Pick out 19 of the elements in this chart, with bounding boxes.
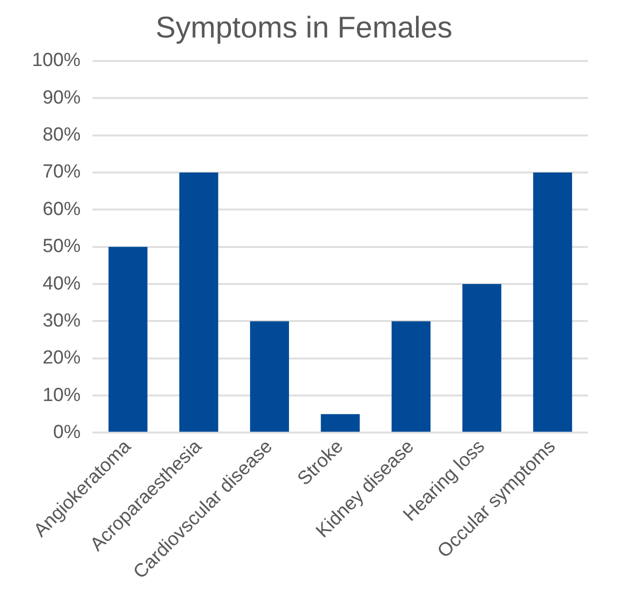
bar	[462, 284, 502, 432]
y-tick-label: 60%	[42, 198, 81, 220]
bar	[108, 246, 148, 432]
bar	[320, 414, 360, 432]
y-tick-label: 0%	[53, 422, 81, 443]
y-tick-label: 50%	[42, 236, 81, 258]
bar	[392, 321, 431, 432]
y-tick-label: 100%	[32, 50, 81, 72]
y-tick-label: 90%	[42, 87, 81, 108]
bar	[533, 172, 572, 432]
y-tick-label: 40%	[42, 273, 81, 294]
bar	[179, 172, 218, 432]
y-tick-label: 80%	[42, 124, 81, 146]
chart-title: Symptoms in Females	[156, 11, 452, 44]
y-tick-label: 10%	[42, 384, 81, 406]
y-tick-label: 20%	[42, 348, 81, 369]
bar	[250, 321, 289, 432]
y-tick-label: 30%	[42, 310, 81, 332]
y-tick-label: 70%	[42, 162, 81, 183]
